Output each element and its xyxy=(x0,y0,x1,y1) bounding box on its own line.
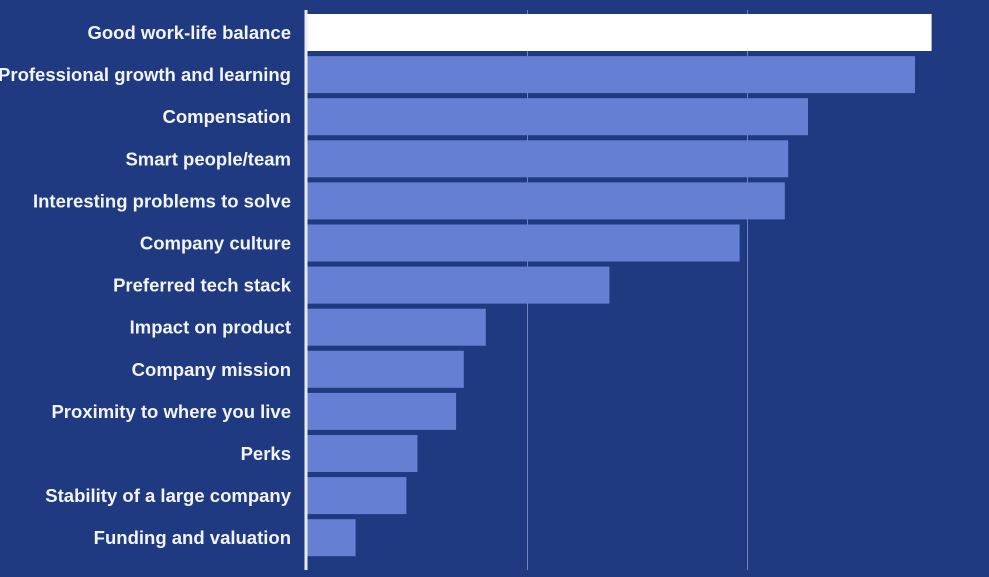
bar-good-work-life-balance xyxy=(306,14,932,51)
category-label-funding-and-valuation: Funding and valuation xyxy=(94,527,291,548)
bar-perks xyxy=(306,435,418,472)
category-labels: Good work-life balance Professional growt… xyxy=(0,22,292,548)
category-label-good-work-life-balance: Good work-life balance xyxy=(87,22,291,43)
bar-stability-of-a-large-company xyxy=(306,477,407,515)
category-label-professional-growth-and-learning: Professional growth and learning xyxy=(0,64,291,85)
bar-impact-on-product xyxy=(306,308,486,346)
bar-company-mission xyxy=(306,350,464,388)
bar-smart-people-team xyxy=(306,140,789,178)
category-label-interesting-problems-to-solve: Interesting problems to solve xyxy=(33,190,291,211)
category-label-smart-people-team: Smart people/team xyxy=(125,148,291,169)
category-label-preferred-tech-stack: Preferred tech stack xyxy=(113,275,292,296)
bar-professional-growth-and-learning xyxy=(306,56,915,94)
bar-proximity-to-where-you-live xyxy=(306,392,457,430)
category-label-company-mission: Company mission xyxy=(132,359,291,380)
category-label-compensation: Compensation xyxy=(163,106,291,127)
bar-company-culture xyxy=(306,224,740,262)
bar-funding-and-valuation xyxy=(306,519,356,557)
category-label-company-culture: Company culture xyxy=(140,233,291,254)
bars xyxy=(306,14,932,557)
bar-compensation xyxy=(306,98,808,136)
category-label-perks: Perks xyxy=(241,443,291,464)
category-label-stability-of-a-large-company: Stability of a large company xyxy=(45,485,291,506)
bar-interesting-problems-to-solve xyxy=(306,182,785,220)
category-label-proximity-to-where-you-live: Proximity to where you live xyxy=(51,401,291,422)
bar-preferred-tech-stack xyxy=(306,266,610,304)
category-label-impact-on-product: Impact on product xyxy=(130,317,291,338)
